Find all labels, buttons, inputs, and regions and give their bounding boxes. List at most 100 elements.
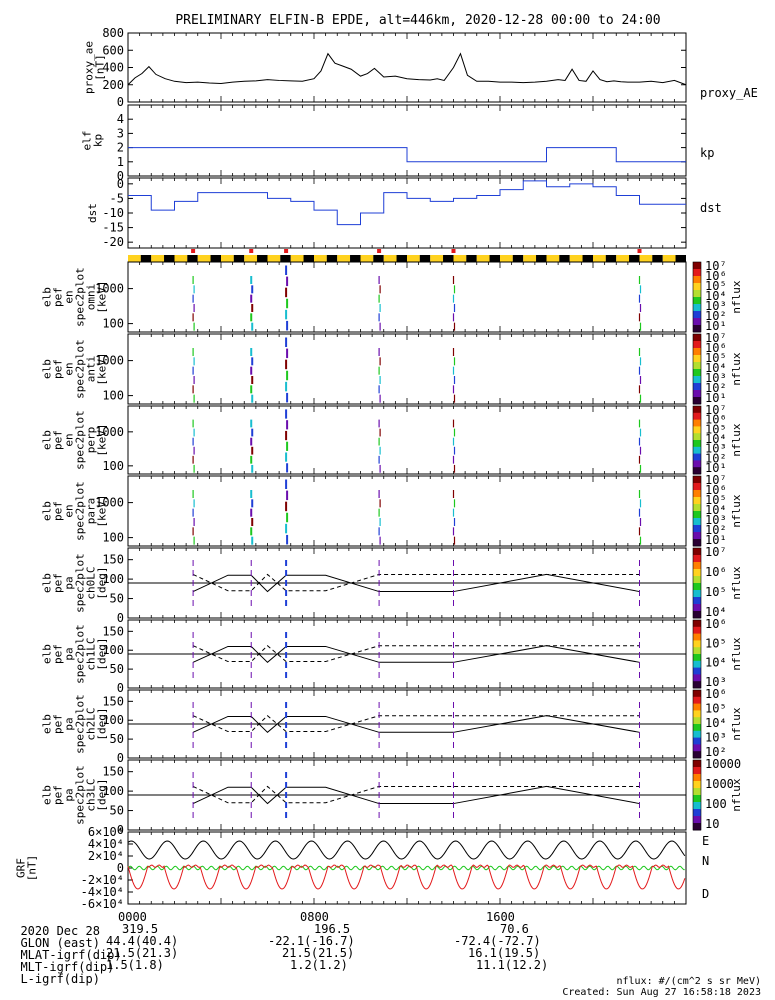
y-tick-label: 100 <box>102 713 124 727</box>
row1-v1: 196.5 <box>314 922 351 936</box>
pitch-angle-colorbar <box>693 732 701 735</box>
orbit-bar-day <box>174 255 188 262</box>
pitch-angle-colorbar <box>693 796 701 799</box>
spectrogram-colorbar <box>693 377 701 380</box>
orbit-row-label: MLT-igrf(dip) <box>20 960 115 974</box>
colorbar-tick: 10⁶ <box>705 565 727 579</box>
y-tick-label: 1000 <box>95 425 124 439</box>
pitch-angle-colorbar <box>693 609 701 612</box>
plot-panels: 8006004002000proxy_ae[nT]proxy_AE43210el… <box>15 26 758 911</box>
spectrogram-colorbar <box>693 348 701 351</box>
pitch-angle-colorbar <box>693 775 701 778</box>
spectrogram-colorbar <box>693 445 701 448</box>
pass-marker <box>451 249 456 253</box>
orbit-bar-night <box>605 255 617 262</box>
spectrogram-colorbar <box>693 465 701 468</box>
colorbar-tick: 100 <box>705 797 727 811</box>
pitch-angle-colorbar <box>693 605 701 608</box>
pitch-angle-colorbar <box>693 718 701 722</box>
anti-loss-cone-line <box>192 573 640 592</box>
pitch-angle-ylabel: [deg] <box>96 637 109 670</box>
pitch-angle-ylabel: pef <box>52 573 65 593</box>
spectrogram-ylabel: pef <box>52 287 65 307</box>
pitch-angle-colorbar <box>693 654 701 657</box>
pitch-angle-ylabel: ch0LC <box>85 566 98 599</box>
orbit-bar-night <box>280 255 291 262</box>
colorbar-tick: 10 <box>705 817 719 831</box>
pitch-angle-colorbar <box>693 691 701 694</box>
pitch-angle-colorbar <box>693 821 701 824</box>
orbit-bar-night <box>489 255 500 262</box>
pitch-angle-colorbar <box>693 577 701 580</box>
spectrogram-ylabel: pef <box>52 430 65 450</box>
spectrogram-colorbar <box>693 491 701 494</box>
pitch-angle-ylabel: spec2plot <box>74 553 87 613</box>
spectrogram-colorbar <box>693 411 701 414</box>
pitch-angle-ylabel: pa <box>63 788 76 801</box>
colorbar-tick: 10³ <box>705 371 727 385</box>
orbit-row-4: L-igrf(dip) <box>6 958 99 986</box>
pitch-angle-colorbar <box>693 630 701 633</box>
orbit-bar-night <box>652 255 663 262</box>
spectrogram-colorbar <box>693 417 701 421</box>
spectrogram-ylabel: en <box>63 504 76 517</box>
colorbar-tick: 10⁷ <box>705 545 727 559</box>
spectrogram-colorbar <box>693 393 701 396</box>
loss-cone-line <box>192 573 640 593</box>
spectrogram-ylabel: spec2plot <box>74 410 87 470</box>
spectrogram-colorbar <box>693 337 701 340</box>
pitch-angle-colorbar <box>693 819 701 822</box>
spectrogram-colorbar <box>693 349 701 352</box>
spectrogram-colorbar <box>693 409 701 412</box>
y-tick-label: -6×10⁴ <box>81 897 124 911</box>
colorbar-tick: 10⁵ <box>705 702 727 716</box>
pitch-angle-colorbar <box>693 788 701 791</box>
created-note: Created: Sun Aug 27 16:58:18 2023 <box>562 987 761 998</box>
spectrogram-colorbar <box>693 530 701 533</box>
pitch-angle-colorbar <box>693 631 701 635</box>
pitch-angle-colorbar <box>693 642 701 645</box>
spectrogram-colorbar <box>693 339 701 342</box>
colorbar-label: nflux <box>730 637 743 670</box>
pass-marker <box>191 249 196 253</box>
colorbar-tick: 10² <box>705 745 727 759</box>
colorbar-tick: 10³ <box>705 442 727 456</box>
spectrogram-colorbar <box>693 397 701 400</box>
row3-v0: 21.5(21.3) <box>106 946 179 960</box>
pitch-angle-colorbar <box>693 751 701 754</box>
pitch-angle-colorbar <box>693 558 701 561</box>
spectrogram-colorbar <box>693 467 701 470</box>
pitch-angle-colorbar <box>693 604 701 607</box>
orbit-bar-day <box>639 255 653 262</box>
pitch-angle-colorbar <box>693 810 701 813</box>
colorbar-tick: 10² <box>705 381 727 395</box>
spectrogram-ylabel: pef <box>52 359 65 379</box>
colorbar-label: nflux <box>730 494 743 527</box>
pitch-angle-colorbar <box>693 665 701 669</box>
pitch-angle-colorbar <box>693 676 701 679</box>
pass-marker <box>377 249 382 253</box>
pitch-angle-colorbar <box>693 635 701 638</box>
colorbar-tick: 10⁴ <box>705 716 727 730</box>
pitch-angle-colorbar <box>693 565 701 568</box>
pitch-angle-colorbar <box>693 752 701 756</box>
pitch-angle-colorbar <box>693 621 701 624</box>
loss-cone-line <box>192 715 640 733</box>
pitch-angle-colorbar <box>693 572 701 575</box>
y-tick-label: 0 <box>117 177 124 191</box>
b-field-legend: D <box>702 887 709 901</box>
spectrogram-ylabel: [keV] <box>96 280 109 313</box>
dst-line <box>128 180 686 226</box>
orbit-bar-day <box>267 255 281 262</box>
spectrogram-colorbar <box>693 481 701 484</box>
pitch-angle-colorbar <box>693 729 701 732</box>
row0-v0: 0000 <box>118 910 147 924</box>
spectrogram-ylabel: spec2plot <box>74 267 87 327</box>
orbit-bar-night <box>536 255 547 262</box>
spectrogram-colorbar <box>693 419 701 422</box>
spectrogram-colorbar <box>693 505 701 508</box>
proxy-ae-ylabel: [nT] <box>94 54 107 81</box>
pitch-angle-colorbar <box>693 648 701 652</box>
colorbar-tick: 10³ <box>705 675 727 689</box>
